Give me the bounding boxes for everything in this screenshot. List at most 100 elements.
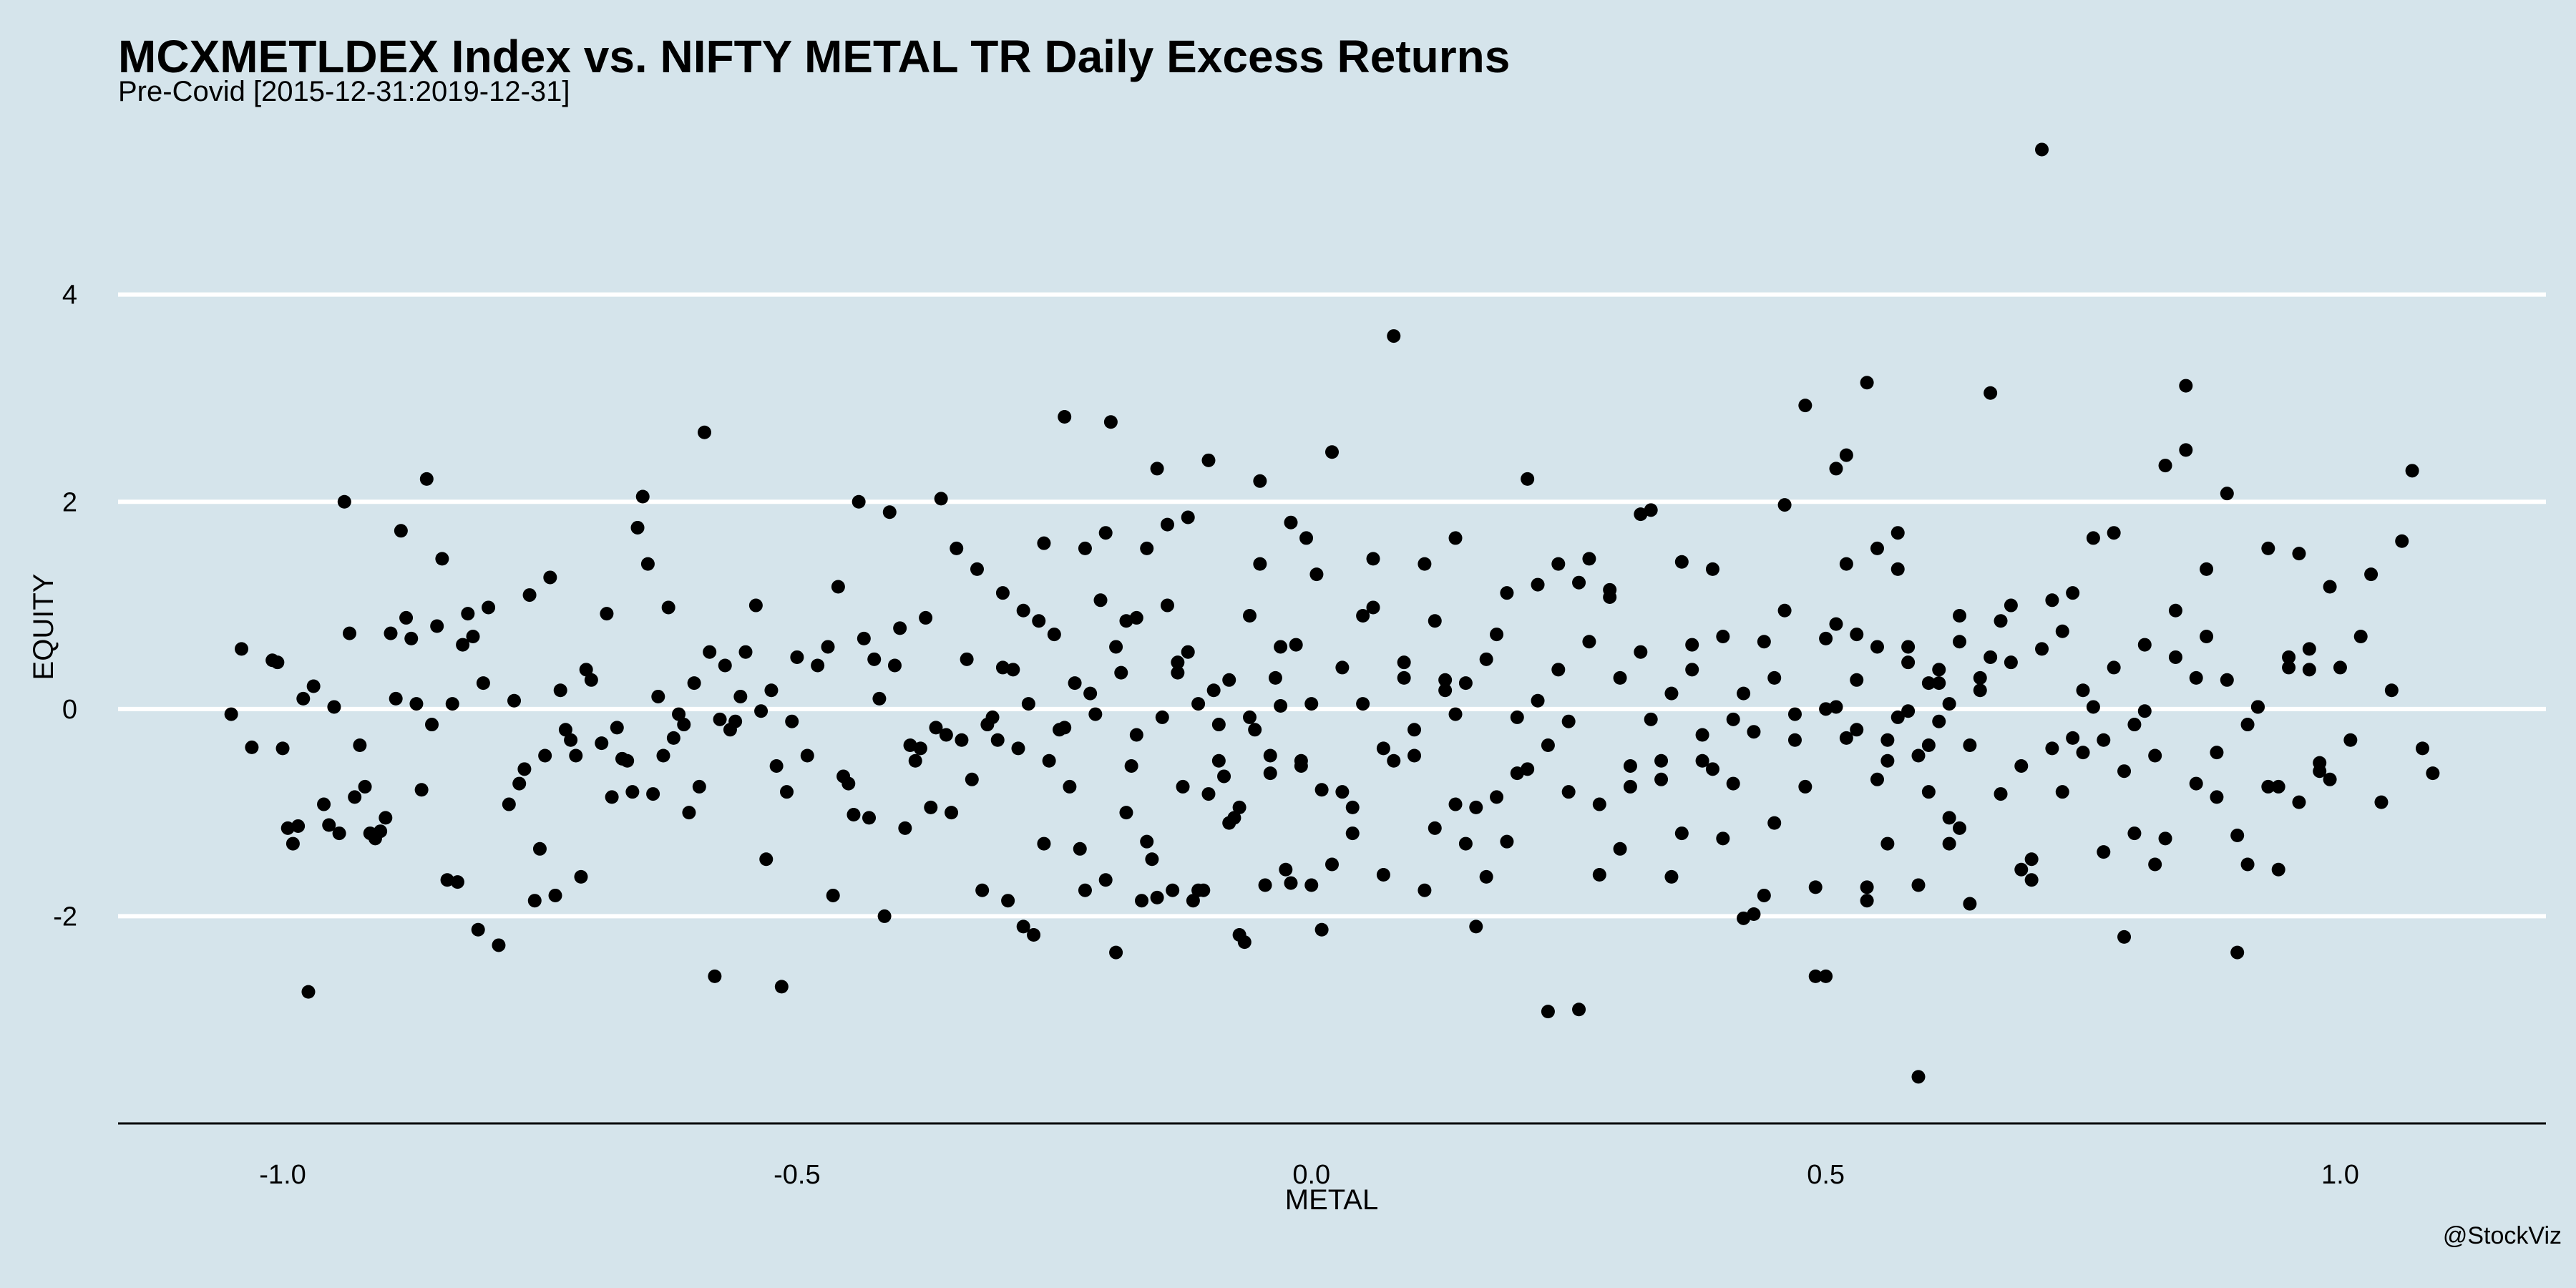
data-point bbox=[1253, 557, 1267, 571]
data-points bbox=[224, 142, 2440, 1084]
data-point bbox=[1654, 753, 1669, 768]
data-point bbox=[1984, 650, 1998, 664]
data-point bbox=[1490, 790, 1504, 804]
data-point bbox=[2158, 459, 2172, 473]
data-point bbox=[1798, 399, 1813, 413]
data-point bbox=[1335, 785, 1350, 799]
data-point bbox=[1469, 800, 1483, 814]
data-point bbox=[1021, 697, 1035, 711]
data-point bbox=[2384, 683, 2399, 698]
data-point bbox=[1921, 785, 1936, 799]
data-point bbox=[425, 718, 439, 732]
data-point bbox=[270, 655, 285, 670]
data-point bbox=[1098, 526, 1113, 540]
data-point bbox=[1531, 577, 1545, 592]
data-point bbox=[1279, 862, 1293, 877]
chart-title: MCXMETLDEX Index vs. NIFTY METAL TR Dail… bbox=[118, 31, 1511, 82]
data-point bbox=[1263, 748, 1277, 763]
x-tick-labels: -1.0 -0.5 0.0 0.5 1.0 bbox=[259, 1160, 2359, 1190]
data-point bbox=[2292, 795, 2306, 809]
data-point bbox=[970, 562, 984, 576]
data-point bbox=[929, 721, 943, 735]
data-point bbox=[538, 748, 552, 763]
data-point bbox=[1129, 610, 1143, 625]
data-point bbox=[811, 658, 825, 673]
data-point bbox=[1073, 841, 1087, 856]
data-point bbox=[280, 821, 295, 835]
data-point bbox=[785, 714, 799, 728]
data-point bbox=[440, 873, 454, 887]
data-point bbox=[1438, 683, 1453, 698]
data-point bbox=[1325, 857, 1339, 872]
data-point bbox=[2004, 655, 2018, 670]
data-point bbox=[2179, 379, 2193, 393]
data-point bbox=[379, 811, 393, 825]
data-point bbox=[358, 779, 372, 794]
data-point bbox=[748, 598, 763, 613]
data-point bbox=[908, 753, 922, 768]
data-point bbox=[409, 697, 424, 711]
data-point bbox=[2004, 598, 2018, 613]
data-point bbox=[1201, 453, 1216, 467]
data-point bbox=[1006, 663, 1020, 677]
data-point bbox=[728, 714, 743, 728]
data-point bbox=[1664, 686, 1679, 701]
data-point bbox=[1109, 945, 1123, 960]
data-point bbox=[1166, 883, 1180, 897]
data-point bbox=[1839, 731, 1853, 745]
data-point bbox=[1541, 738, 1555, 753]
data-point bbox=[913, 741, 927, 756]
data-point bbox=[1397, 670, 1411, 685]
data-point bbox=[2117, 764, 2132, 779]
data-point bbox=[435, 552, 449, 566]
data-point bbox=[1135, 894, 1149, 908]
data-point bbox=[1181, 645, 1195, 659]
data-point bbox=[1042, 753, 1056, 768]
data-point bbox=[502, 797, 516, 811]
data-point bbox=[2261, 779, 2275, 794]
data-point bbox=[1160, 517, 1174, 532]
y-tick-label: 2 bbox=[62, 487, 77, 517]
data-point bbox=[1767, 670, 1782, 685]
data-point bbox=[2415, 741, 2429, 756]
data-point bbox=[337, 494, 351, 509]
data-point bbox=[1973, 683, 1987, 698]
data-point bbox=[764, 683, 779, 698]
data-point bbox=[1001, 894, 1015, 908]
data-point bbox=[1145, 852, 1159, 867]
data-point bbox=[2343, 733, 2358, 747]
data-point bbox=[466, 629, 480, 643]
data-point bbox=[1685, 663, 1699, 677]
data-point bbox=[1294, 758, 1308, 773]
data-point bbox=[1063, 779, 1077, 794]
data-point bbox=[2200, 562, 2214, 576]
data-point bbox=[1011, 741, 1025, 756]
data-point bbox=[2148, 857, 2162, 872]
data-point bbox=[1206, 683, 1221, 698]
data-point bbox=[2107, 526, 2121, 540]
data-point bbox=[1808, 880, 1823, 894]
data-point bbox=[2127, 718, 2142, 732]
data-point bbox=[2210, 746, 2224, 760]
data-point bbox=[1191, 697, 1206, 711]
data-point bbox=[867, 652, 882, 666]
data-point bbox=[579, 663, 593, 677]
data-point bbox=[1500, 586, 1514, 600]
data-point bbox=[2024, 852, 2039, 867]
data-point bbox=[1932, 676, 1946, 691]
data-point bbox=[924, 800, 938, 814]
data-point bbox=[1027, 927, 1041, 942]
data-point bbox=[1932, 663, 1946, 677]
data-point bbox=[610, 721, 624, 735]
data-point bbox=[1387, 329, 1401, 343]
data-point bbox=[898, 821, 912, 835]
data-point bbox=[445, 697, 459, 711]
data-point bbox=[960, 652, 974, 666]
data-point bbox=[1376, 868, 1390, 882]
data-point bbox=[1068, 676, 1082, 691]
data-point bbox=[2395, 534, 2409, 548]
data-point bbox=[2261, 541, 2275, 555]
data-point bbox=[235, 642, 249, 656]
data-point bbox=[2158, 831, 2172, 846]
data-point bbox=[2426, 766, 2440, 781]
